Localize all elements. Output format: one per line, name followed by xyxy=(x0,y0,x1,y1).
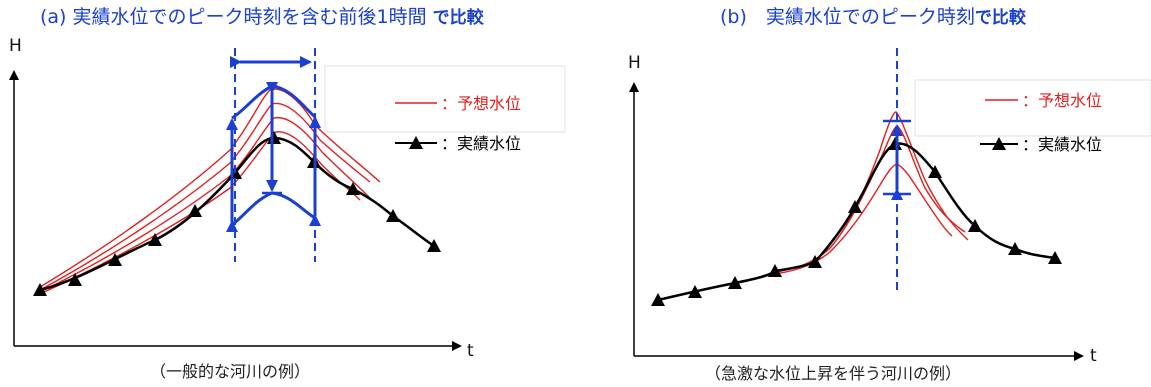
panel-a-x-axis-label: t xyxy=(467,341,474,361)
panel-a-title-main: (a) 実績水位でのピーク時刻を含む前後1時間 xyxy=(40,6,433,28)
panel-b-marker xyxy=(688,285,702,298)
panel-b-diagram xyxy=(629,48,1151,361)
panel-b-marker xyxy=(1008,242,1022,255)
panel-b-legend-actual-label: ：実績水位 xyxy=(1022,136,1102,154)
panel-b-title-main: (b) 実績水位でのピーク時刻 xyxy=(720,6,975,28)
panel-b-y-axis-label: H xyxy=(628,53,641,73)
panel-b-x-axis-label: t xyxy=(1090,346,1097,366)
panel-a-marker xyxy=(148,233,162,246)
panel-a-marker xyxy=(427,239,441,252)
panel-a-marker xyxy=(68,273,82,286)
panel-a-title: (a) 実績水位でのピーク時刻を含む前後1時間 で比較 xyxy=(40,2,484,29)
panel-a-marker xyxy=(188,204,202,217)
panel-b-caption: （急激な水位上昇を伴う河川の例） xyxy=(705,364,962,383)
panel-a-forecast-curves xyxy=(39,88,381,295)
panel-b-blue-annotations xyxy=(883,48,911,292)
panel-b-marker xyxy=(928,165,942,178)
panel-a-marker xyxy=(108,253,122,266)
panel-b-marker xyxy=(651,293,665,306)
panel-a-marker xyxy=(346,182,360,195)
panel-b-title-bold: で比較 xyxy=(974,8,1026,28)
panel-b-legend-actual-swatch xyxy=(980,137,1018,150)
panel-b-marker xyxy=(1048,251,1062,264)
panel-a-actual-curve xyxy=(39,136,435,292)
panel-a-title-bold: で比較 xyxy=(432,8,484,28)
panel-a-legend-actual-swatch xyxy=(395,136,437,149)
panel-a-diagram xyxy=(9,48,566,351)
panel-a-blue-annotations xyxy=(226,48,321,262)
panel-a-y-axis-label: H xyxy=(9,36,22,56)
panel-a-marker xyxy=(33,283,47,296)
panel-b-legend-forecast-label: ：予想水位 xyxy=(1022,92,1102,110)
panel-a-caption: （一般的な河川の例） xyxy=(150,362,311,381)
panel-a-legend-actual-label: ：実績水位 xyxy=(441,135,521,153)
panel-b-marker xyxy=(968,219,982,232)
panel-b-marker xyxy=(808,255,822,268)
panel-a-lower-envelope xyxy=(231,191,316,227)
panel-a-actual-markers xyxy=(33,131,441,296)
panel-b-marker xyxy=(848,200,862,213)
panel-a-legend-forecast-label: ：予想水位 xyxy=(441,95,521,113)
panel-a-legend-box xyxy=(324,65,566,133)
panel-b-actual-markers xyxy=(651,137,1062,306)
panel-a-marker xyxy=(386,209,400,222)
panel-b-title: (b) 実績水位でのピーク時刻で比較 xyxy=(720,2,1026,29)
panel-b-marker xyxy=(768,264,782,277)
panel-b-legend-box xyxy=(914,79,1151,137)
panel-b-actual-curve xyxy=(657,142,1056,302)
panel-b-marker xyxy=(728,276,742,289)
panel-b-forecast-curves xyxy=(774,111,969,275)
